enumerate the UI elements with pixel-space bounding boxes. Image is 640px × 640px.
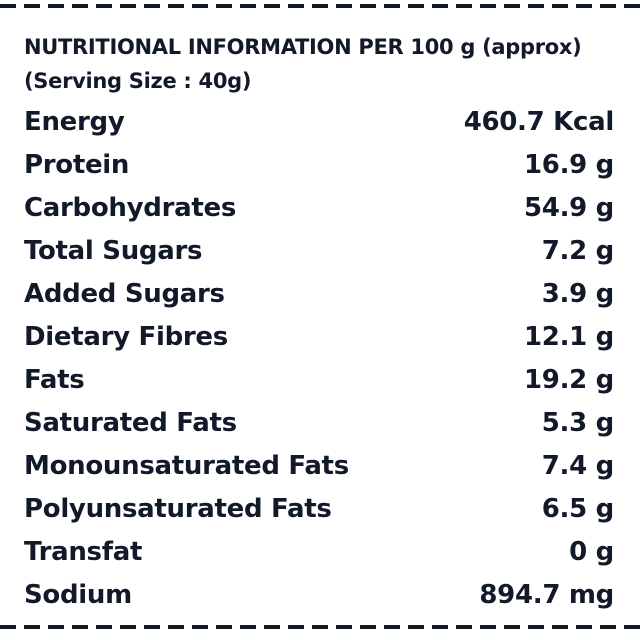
nutrient-value: 54.9 g	[523, 192, 614, 223]
nutrient-name: Monounsaturated Fats	[24, 450, 349, 481]
nutrient-row: Polyunsaturated Fats 6.5 g	[24, 487, 614, 530]
nutrient-name: Carbohydrates	[24, 192, 236, 223]
nutrient-value: 460.7 Kcal	[463, 106, 615, 137]
heading-line-2: (Serving Size : 40g)	[24, 69, 252, 93]
nutrient-name: Added Sugars	[24, 278, 225, 309]
nutrient-row: Transfat 0 g	[24, 530, 614, 573]
bottom-dashed-border	[0, 625, 640, 629]
nutrient-value: 19.2 g	[523, 364, 614, 395]
nutrient-row: Energy 460.7 Kcal	[24, 100, 614, 143]
nutrient-name: Transfat	[24, 536, 143, 567]
label-heading: NUTRITIONAL INFORMATION PER 100 g (appro…	[24, 30, 624, 98]
nutrient-row: Sodium 894.7 mg	[24, 573, 614, 616]
nutrient-value: 12.1 g	[523, 321, 614, 352]
nutrient-row: Added Sugars 3.9 g	[24, 272, 614, 315]
nutrient-row: Saturated Fats 5.3 g	[24, 401, 614, 444]
nutrient-row: Protein 16.9 g	[24, 143, 614, 186]
nutrient-value: 0 g	[569, 536, 614, 567]
nutrient-row: Monounsaturated Fats 7.4 g	[24, 444, 614, 487]
nutrient-name: Sodium	[24, 579, 132, 610]
nutrient-value: 7.2 g	[541, 235, 615, 266]
nutrient-row: Fats 19.2 g	[24, 358, 614, 401]
heading-line-1: NUTRITIONAL INFORMATION PER 100 g (appro…	[24, 35, 582, 59]
nutrient-value: 894.7 mg	[479, 579, 614, 610]
nutrient-row: Carbohydrates 54.9 g	[24, 186, 614, 229]
nutrient-name: Energy	[24, 106, 125, 137]
nutrient-row: Dietary Fibres 12.1 g	[24, 315, 614, 358]
nutrient-value: 6.5 g	[541, 493, 615, 524]
nutrient-value: 5.3 g	[541, 407, 615, 438]
nutrient-name: Saturated Fats	[24, 407, 237, 438]
nutrient-name: Polyunsaturated Fats	[24, 493, 332, 524]
nutrient-value: 3.9 g	[541, 278, 615, 309]
nutrient-table: Energy 460.7 Kcal Protein 16.9 g Carbohy…	[24, 100, 614, 616]
nutrient-row: Total Sugars 7.2 g	[24, 229, 614, 272]
nutrient-value: 16.9 g	[523, 149, 614, 180]
nutrient-name: Fats	[24, 364, 85, 395]
nutrient-name: Protein	[24, 149, 130, 180]
top-dashed-border	[0, 4, 640, 8]
nutrient-name: Total Sugars	[24, 235, 203, 266]
nutrient-value: 7.4 g	[541, 450, 615, 481]
nutrient-name: Dietary Fibres	[24, 321, 228, 352]
